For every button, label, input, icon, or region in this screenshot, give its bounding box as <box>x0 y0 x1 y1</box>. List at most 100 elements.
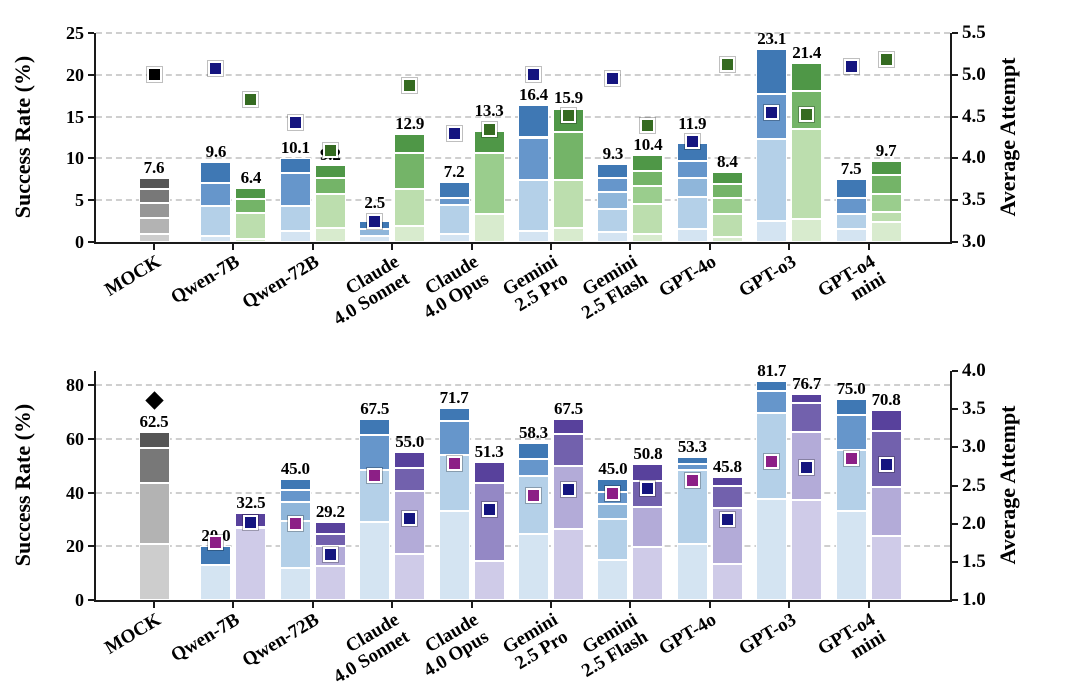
bar-segment <box>597 164 629 179</box>
bar-value-label: 45.0 <box>598 459 628 479</box>
bar-segment <box>394 554 426 600</box>
bar-value-label: 55.0 <box>395 432 425 452</box>
bar-value-label: 12.9 <box>395 114 425 134</box>
right-axis-tick-label: 2.5 <box>962 474 986 496</box>
x-axis-tick <box>470 244 473 250</box>
bar-segment <box>235 238 267 242</box>
bar-segment <box>394 152 426 190</box>
bar-segment <box>870 211 902 222</box>
bar-segment <box>235 198 267 213</box>
x-tick-label: Gemini 2.5 Pro <box>498 251 572 317</box>
x-axis-tick <box>550 244 552 250</box>
bar-segment <box>632 155 664 171</box>
left-axis-tick <box>88 115 94 118</box>
bar-segment <box>676 196 708 230</box>
bar-segment <box>518 533 549 600</box>
bar-value-label: 7.6 <box>143 158 165 178</box>
avg-attempt-marker <box>719 57 735 73</box>
bar-segment <box>518 104 549 138</box>
bar-segment <box>711 564 743 600</box>
left-axis-tick <box>88 491 94 494</box>
bar-segment <box>235 188 267 199</box>
bar-value-label: 8.4 <box>716 151 738 171</box>
bar-value-label: 9.6 <box>205 141 227 161</box>
bar-segment <box>756 498 788 600</box>
bar-value-label: 45.8 <box>712 457 742 477</box>
left-axis-tick-label: 25 <box>66 23 84 43</box>
bar-segment <box>835 398 867 415</box>
x-tick-label: GPT-4o <box>655 251 721 302</box>
bar-segment <box>200 183 232 207</box>
bar-segment <box>676 178 708 197</box>
right-axis-tick-label: 3.5 <box>962 398 986 420</box>
gridline <box>96 73 950 76</box>
bar-segment <box>756 139 788 222</box>
left-axis-tick <box>88 545 94 548</box>
left-axis-tick-label: 80 <box>66 375 84 396</box>
bar-value-label: 62.5 <box>139 412 169 432</box>
left-axis-tick <box>88 384 94 387</box>
gridline <box>96 32 950 34</box>
bar-segment <box>279 567 311 600</box>
x-tick-label: GPT-o4 mini <box>814 251 890 306</box>
bar-segment <box>870 487 902 536</box>
bar-segment <box>394 452 426 469</box>
bar-segment <box>138 202 170 218</box>
bar-segment <box>756 221 788 242</box>
bar-segment <box>235 212 267 239</box>
bar-value-label: 7.2 <box>443 161 465 181</box>
x-axis-tick <box>470 602 473 608</box>
bar-segment <box>553 180 584 228</box>
right-axis-tick-label: 4.0 <box>962 147 986 169</box>
x-axis-tick <box>629 602 632 608</box>
right-axis-tick <box>952 599 958 601</box>
bar-segment <box>870 160 902 176</box>
bar-segment <box>791 219 823 242</box>
bar-segment <box>553 227 584 242</box>
right-axis-tick-label: 3.5 <box>962 189 986 211</box>
avg-attempt-marker <box>640 118 656 134</box>
avg-attempt-marker <box>684 472 700 488</box>
x-axis-tick <box>391 244 394 250</box>
right-axis-tick-label: 1.5 <box>962 550 986 572</box>
bar-segment <box>518 231 549 242</box>
x-tick-label: Qwen-72B <box>238 609 324 672</box>
bar-segment <box>359 522 391 600</box>
right-axis-tick-label: 4.5 <box>962 105 986 127</box>
left-axis-tick-label: 40 <box>66 482 84 503</box>
x-tick-label: MOCK <box>101 609 165 659</box>
right-axis-tick-label: 3.0 <box>962 231 986 252</box>
x-axis-tick <box>708 602 711 608</box>
avg-attempt-marker <box>561 481 576 497</box>
left-axis-tick <box>88 73 94 76</box>
bar-segment <box>473 483 505 562</box>
bar-segment <box>438 407 470 422</box>
avg-attempt-marker <box>878 52 894 68</box>
bar-segment <box>314 177 346 194</box>
x-tick-label: Claude 4.0 Sonnet <box>329 251 413 330</box>
bar-segment <box>676 456 708 464</box>
left-axis-tick <box>88 157 94 160</box>
bar-value-label: 21.4 <box>792 43 822 63</box>
avg-attempt-marker <box>878 456 894 472</box>
avg-attempt-marker <box>561 108 576 124</box>
bar-segment <box>632 507 664 548</box>
right-axis-tick-label: 2.0 <box>962 512 986 534</box>
avg-attempt-marker <box>799 107 815 123</box>
avg-attempt-marker <box>322 546 338 562</box>
bar-value-label: 53.3 <box>677 436 707 456</box>
bar-segment <box>711 485 743 509</box>
bar-segment <box>138 544 170 600</box>
avg-attempt-marker <box>446 455 462 471</box>
bar-segment <box>279 157 311 173</box>
x-tick-label: Qwen-7B <box>167 609 244 667</box>
bar-value-label: 9.3 <box>602 144 624 164</box>
right-axis-tick <box>952 157 958 160</box>
avg-attempt-marker <box>799 459 815 475</box>
x-tick-label: Claude 4.0 Opus <box>419 251 493 324</box>
x-axis-tick <box>311 244 314 250</box>
avg-attempt-marker <box>481 502 497 518</box>
bar-value-label: 7.5 <box>840 159 862 179</box>
bar-segment <box>314 565 346 600</box>
bar-segment <box>138 233 170 242</box>
